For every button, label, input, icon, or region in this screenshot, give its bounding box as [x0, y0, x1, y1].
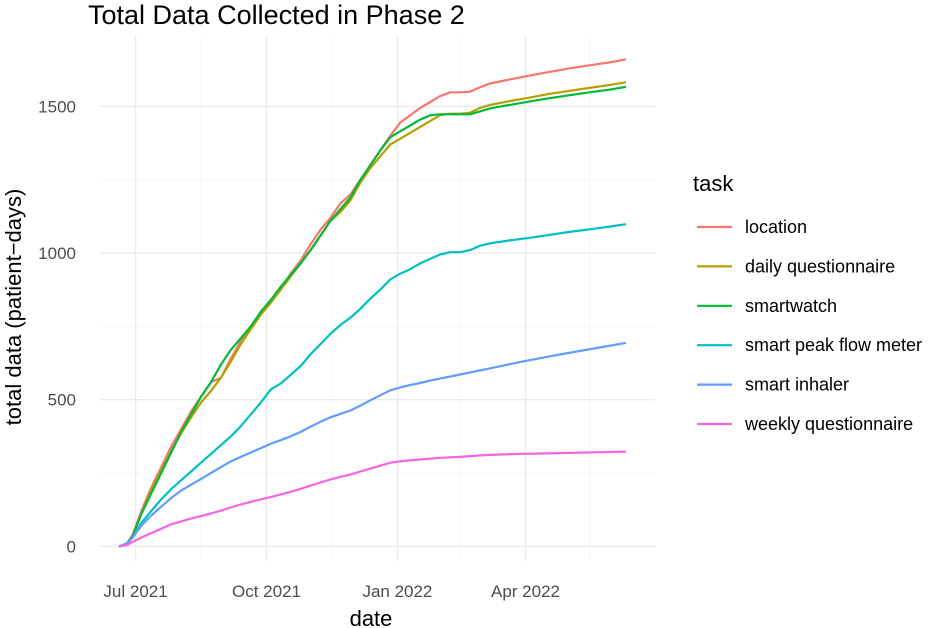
legend-label: smart inhaler [745, 375, 849, 395]
y-axis-title: total data (patient−days) [1, 189, 26, 426]
legend-item: weekly questionnaire [697, 414, 913, 434]
x-tick-label: Apr 2022 [491, 582, 560, 601]
legend-label: weekly questionnaire [744, 414, 913, 434]
legend-item: smart inhaler [697, 375, 849, 395]
y-axis-ticks: 0 500 1000 1500 [38, 97, 76, 556]
legend-item: location [697, 217, 807, 237]
series-line-weekly-questionnaire [118, 450, 627, 548]
x-tick-label: Oct 2021 [232, 582, 301, 601]
series-line-smartwatch [118, 85, 627, 548]
series-line-smart-peak-flow-meter [118, 223, 627, 548]
series-line-location [118, 58, 627, 548]
series-lines [118, 58, 627, 548]
legend-item: smart peak flow meter [697, 335, 922, 355]
series-line-smart-inhaler [118, 342, 627, 548]
series-line-daily-questionnaire [118, 81, 627, 548]
legend-items: location daily questionnaire smartwatch sma… [697, 217, 922, 434]
legend-item: smartwatch [697, 296, 837, 316]
x-tick-label: Jul 2021 [103, 582, 167, 601]
y-tick-label: 1500 [38, 97, 76, 116]
grid [100, 36, 655, 561]
legend-label: location [745, 217, 807, 237]
legend-title: task [693, 171, 734, 196]
y-tick-label: 500 [48, 391, 76, 410]
legend-item: daily questionnaire [697, 256, 895, 276]
legend-label: smartwatch [745, 296, 837, 316]
x-axis-ticks: Jul 2021 Oct 2021 Jan 2022 Apr 2022 [103, 582, 560, 601]
y-tick-label: 1000 [38, 244, 76, 263]
x-tick-label: Jan 2022 [362, 582, 432, 601]
legend-label: smart peak flow meter [745, 335, 922, 355]
legend-label: daily questionnaire [745, 256, 895, 276]
chart-title: Total Data Collected in Phase 2 [88, 0, 465, 30]
x-axis-title: date [350, 606, 393, 628]
legend: task location daily questionnaire smartwat… [693, 171, 922, 434]
y-tick-label: 0 [67, 537, 76, 556]
